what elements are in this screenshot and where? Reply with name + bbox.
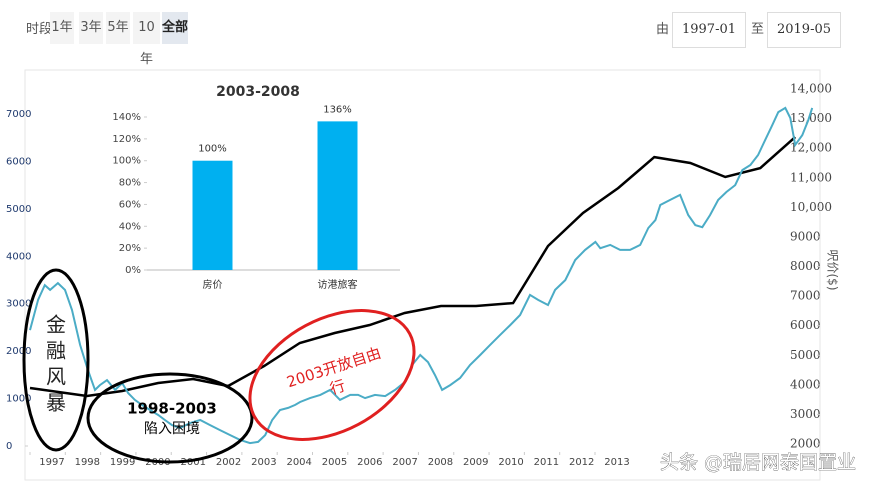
annotation-text: 风	[46, 365, 66, 389]
y-tick-label: 40%	[119, 221, 141, 232]
y2-tick-label: 7000	[790, 289, 821, 303]
series-line	[29, 136, 797, 398]
y2-tick-label: 2000	[790, 437, 821, 451]
from-input[interactable]: 1997-01	[672, 12, 746, 48]
period-button[interactable]: 10年	[133, 12, 160, 67]
x-tick-label: 2002	[216, 457, 241, 468]
x-tick-label: 2006	[357, 457, 382, 468]
y-tick-label: 80%	[119, 178, 141, 189]
y2-tick-label: 10,000	[790, 200, 832, 214]
x-tick-label: 2005	[322, 457, 347, 468]
from-label: 由	[656, 22, 670, 37]
y-tick-label: 60%	[119, 199, 141, 210]
plot-frame	[24, 69, 821, 481]
period-button[interactable]: 5年	[106, 12, 130, 44]
y2-tick-label: 14,000	[790, 82, 832, 96]
annotation-text: 暴	[46, 391, 66, 415]
x-tick-label: 2001	[181, 457, 206, 468]
x-tick-label: 1998	[75, 457, 100, 468]
annotation-text: 金	[46, 313, 66, 337]
y2-tick-label: 9000	[790, 229, 821, 243]
x-tick-label: 2013	[604, 457, 629, 468]
x-tick-label: 访港旅客	[318, 278, 358, 291]
y-tick-label: 140%	[112, 112, 141, 123]
y-tick-label: 6000	[6, 156, 31, 167]
to-label: 至	[751, 22, 765, 37]
y2-tick-label: 4000	[790, 377, 821, 391]
y-tick-label: 0	[6, 441, 12, 452]
period-button[interactable]: 3年	[79, 12, 103, 44]
annotation-ellipse	[86, 372, 254, 464]
period-button[interactable]: 全部	[162, 12, 188, 44]
inset-title: 2003-2008	[216, 84, 300, 100]
bar	[192, 160, 233, 270]
y-tick-label: 4000	[6, 251, 31, 262]
y-tick-label: 1000	[6, 394, 31, 405]
y2-tick-label: 3000	[790, 407, 821, 421]
annotation-text: 1998-2003	[127, 400, 217, 418]
series-line	[29, 106, 814, 445]
y2-tick-label: 12,000	[790, 141, 832, 155]
y2-tick-label: 13,000	[790, 111, 832, 125]
x-tick-label: 2009	[463, 457, 488, 468]
y-tick-label: 7000	[6, 109, 31, 120]
y2-tick-label: 5000	[790, 348, 821, 362]
y2-tick-label: 6000	[790, 318, 821, 332]
x-tick-label: 2004	[286, 457, 311, 468]
y-tick-label: 5000	[6, 204, 31, 215]
x-tick-label: 2012	[569, 457, 594, 468]
x-tick-label: 2007	[392, 457, 417, 468]
to-input[interactable]: 2019-05	[767, 12, 841, 48]
annotation-text: 融	[46, 339, 66, 363]
annotation-text: 陷入困境	[144, 421, 200, 437]
annotation-ellipse	[248, 309, 416, 441]
period-label: 时段	[26, 22, 53, 37]
annotation-ellipse	[22, 268, 90, 452]
x-tick-label: 2008	[428, 457, 453, 468]
x-tick-label: 1997	[39, 457, 64, 468]
x-tick-label: 2011	[534, 457, 559, 468]
y-tick-label: 100%	[112, 156, 141, 167]
period-button[interactable]: 1年	[50, 12, 74, 44]
y-tick-label: 2000	[6, 346, 31, 357]
y2-tick-label: 8000	[790, 259, 821, 273]
x-tick-label: 2010	[498, 457, 523, 468]
watermark: 头条 @瑞居网泰国置业	[660, 452, 856, 474]
y-tick-label: 120%	[112, 134, 141, 145]
y2-axis-title: 呎价($)	[826, 250, 840, 291]
value-label: 100%	[198, 144, 227, 155]
bar	[317, 121, 358, 270]
x-tick-label: 房价	[203, 278, 223, 291]
y-tick-label: 3000	[6, 299, 31, 310]
x-tick-label: 2003	[251, 457, 276, 468]
annotation-text: 行	[328, 376, 348, 398]
x-tick-label: 1999	[110, 457, 135, 468]
y-tick-label: 0%	[125, 265, 141, 276]
y2-tick-label: 11,000	[790, 170, 832, 184]
y-tick-label: 20%	[119, 243, 141, 254]
value-label: 136%	[323, 104, 352, 115]
